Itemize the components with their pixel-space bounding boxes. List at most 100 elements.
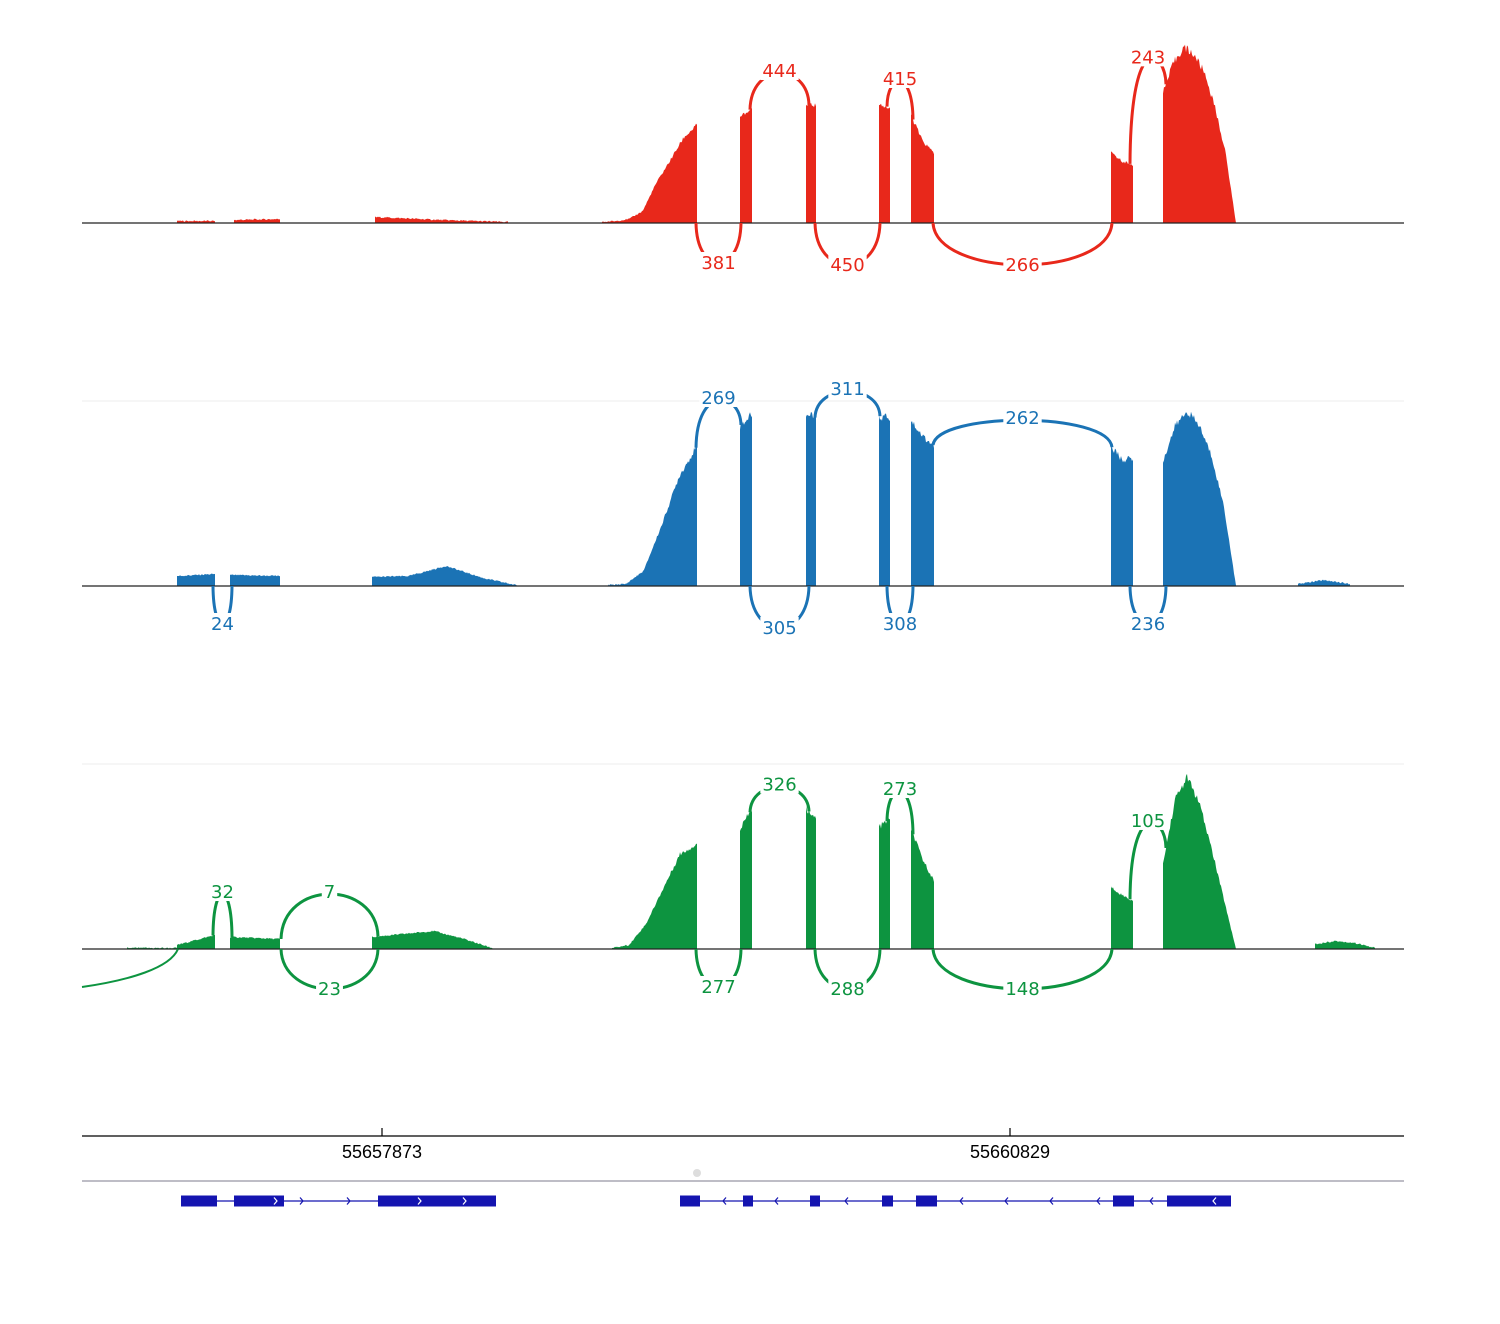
junction-label: 326 bbox=[762, 774, 796, 795]
coverage-block bbox=[177, 934, 215, 949]
coverage-block bbox=[1298, 579, 1350, 586]
junction-label-bg bbox=[321, 881, 338, 901]
coverage-block bbox=[177, 220, 215, 223]
gene-exon bbox=[680, 1195, 700, 1207]
coverage-block bbox=[177, 573, 215, 586]
strand-arrow bbox=[462, 1197, 467, 1205]
coverage-block bbox=[1111, 447, 1133, 586]
scroll-handle bbox=[693, 1169, 701, 1177]
coverage-block bbox=[740, 412, 752, 586]
junction-label-bg bbox=[209, 613, 236, 633]
junction-label-bg bbox=[699, 976, 738, 996]
junction-label-bg bbox=[880, 613, 920, 633]
gene-exon bbox=[181, 1195, 217, 1207]
coverage-block bbox=[1315, 940, 1375, 949]
junction-label: 236 bbox=[1131, 614, 1165, 635]
gene-exon bbox=[882, 1195, 893, 1207]
coverage-block bbox=[879, 817, 890, 949]
junction-label-bg bbox=[880, 68, 920, 88]
coverage-block bbox=[1111, 886, 1133, 949]
strand-arrow bbox=[722, 1197, 727, 1205]
strand-arrow bbox=[1049, 1197, 1054, 1205]
junction-label: 24 bbox=[211, 614, 234, 635]
junction-label-bg bbox=[828, 378, 867, 399]
junction-label-bg bbox=[1003, 407, 1042, 428]
junction-label-bg bbox=[699, 252, 738, 272]
strand-arrow bbox=[417, 1197, 422, 1205]
coverage-block bbox=[372, 566, 520, 586]
junction-arc bbox=[81, 948, 179, 988]
junction-label: 23 bbox=[318, 979, 341, 1000]
axis-tick-label: 55660829 bbox=[970, 1142, 1050, 1162]
coverage-block bbox=[806, 411, 816, 586]
junction-label-bg bbox=[760, 617, 799, 637]
coverage-block bbox=[879, 413, 890, 586]
gene-model bbox=[680, 1195, 1231, 1207]
junction-label: 305 bbox=[762, 618, 796, 639]
junction-label-bg bbox=[760, 60, 799, 80]
strand-arrow bbox=[1149, 1197, 1154, 1205]
coverage-block bbox=[911, 829, 934, 949]
junction-label: 311 bbox=[830, 379, 864, 400]
coverage-block bbox=[740, 107, 752, 223]
junction-label-bg bbox=[1128, 46, 1168, 67]
junction-label-bg bbox=[209, 881, 236, 901]
junction-label: 308 bbox=[883, 614, 917, 635]
coverage-block bbox=[234, 218, 280, 223]
strand-arrow bbox=[959, 1197, 964, 1205]
gene-exon bbox=[916, 1195, 937, 1207]
coverage-block bbox=[602, 123, 697, 223]
junction-label: 450 bbox=[830, 255, 864, 276]
coverage-block bbox=[608, 443, 697, 586]
junction-label-bg bbox=[1003, 978, 1042, 998]
strand-arrow bbox=[273, 1197, 278, 1205]
coverage-track: 444 415 243 381 450 266 bbox=[82, 44, 1404, 276]
junction-label: 415 bbox=[883, 69, 917, 90]
junction-label-bg bbox=[828, 254, 867, 274]
gene-model-track bbox=[181, 1169, 1231, 1207]
junction-label-bg bbox=[1128, 613, 1168, 633]
junction-label-bg bbox=[760, 773, 799, 794]
strand-arrow bbox=[1212, 1197, 1217, 1205]
junction-label: 243 bbox=[1131, 47, 1165, 68]
coverage-block bbox=[1163, 411, 1236, 586]
gene-exon bbox=[378, 1195, 496, 1207]
coverage-block bbox=[911, 421, 934, 586]
coverage-block bbox=[375, 216, 508, 223]
coverage-block bbox=[911, 114, 934, 223]
junction-label: 273 bbox=[883, 779, 917, 800]
junction-label: 7 bbox=[324, 882, 335, 903]
coverage-block bbox=[372, 930, 495, 949]
genomic-axis: 55657873 55660829 bbox=[82, 1128, 1404, 1182]
strand-arrow bbox=[1004, 1197, 1009, 1205]
coverage-block bbox=[740, 810, 752, 949]
gene-exon bbox=[234, 1195, 284, 1207]
coverage-block bbox=[230, 574, 280, 586]
strand-arrow bbox=[299, 1197, 304, 1205]
junction-label-bg bbox=[1128, 809, 1168, 830]
gene-model bbox=[181, 1195, 496, 1207]
coverage-block bbox=[1163, 44, 1236, 223]
junction-label: 288 bbox=[830, 979, 864, 1000]
coverage-block bbox=[612, 843, 697, 949]
strand-arrow bbox=[844, 1197, 849, 1205]
coverage-block bbox=[1163, 773, 1236, 949]
junction-label: 32 bbox=[211, 882, 234, 903]
gene-exon bbox=[1113, 1195, 1134, 1207]
coverage-block bbox=[806, 805, 816, 949]
strand-arrow bbox=[346, 1197, 351, 1205]
strand-arrow bbox=[1096, 1197, 1101, 1205]
coverage-track: 32 7 326 273 105 23 277 288 148 bbox=[81, 763, 1404, 1000]
junction-label-bg bbox=[880, 778, 920, 798]
junction-label-bg bbox=[1003, 254, 1042, 274]
coverage-block bbox=[806, 102, 816, 223]
gene-exon bbox=[743, 1195, 753, 1207]
junction-arc bbox=[1128, 820, 1168, 900]
gene-exon bbox=[1167, 1195, 1231, 1207]
junction-label: 444 bbox=[762, 61, 796, 82]
coverage-block bbox=[1111, 151, 1133, 223]
junction-label: 262 bbox=[1005, 408, 1039, 429]
junction-arc bbox=[1128, 56, 1168, 164]
junction-label: 269 bbox=[701, 388, 735, 409]
